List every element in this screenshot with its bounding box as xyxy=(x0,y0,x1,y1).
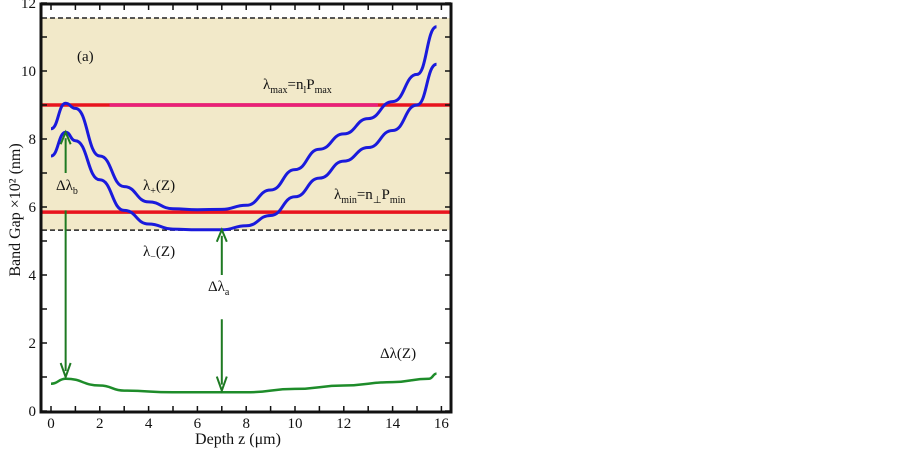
x-tick-label: 12 xyxy=(336,416,351,432)
arrow-up-head xyxy=(215,227,228,243)
x-tick-label: 6 xyxy=(194,416,202,432)
arrow-up-head xyxy=(59,129,72,145)
y-tick-label: 4 xyxy=(29,268,37,284)
x-tick-label: 0 xyxy=(47,416,55,432)
y-axis-label: Band Gap ×10² (nm) xyxy=(7,143,24,276)
x-tick-label: 10 xyxy=(288,416,303,432)
x-tick-label: 4 xyxy=(145,416,153,432)
delta-lambda-a-label: Δλa xyxy=(208,279,230,298)
x-axis-label: Depth z (μm) xyxy=(195,431,281,448)
panel-label: (a) xyxy=(77,49,94,65)
y-tick-label: 6 xyxy=(29,200,37,216)
arrow-down-head xyxy=(215,376,228,394)
band-region xyxy=(42,17,450,231)
y-tick-label: 8 xyxy=(29,132,37,148)
lambda-max-label: λmax=nlPmax xyxy=(263,77,332,96)
series-line xyxy=(50,372,437,394)
x-tick-label: 16 xyxy=(434,416,450,432)
y-tick-label: 0 xyxy=(29,404,37,420)
y-tick-label: 10 xyxy=(21,64,36,80)
x-tick-label: 2 xyxy=(96,416,104,432)
lambda-plus-label: λ+(Z) xyxy=(143,178,175,197)
lambda-min-label: λmin=n⊥Pmin xyxy=(334,187,405,206)
delta-lambda-z-label: Δλ(Z) xyxy=(380,346,416,362)
y-tick-label: 2 xyxy=(29,336,37,352)
delta-lambda-b-label: Δλb xyxy=(56,178,78,197)
x-tick-label: 8 xyxy=(242,416,250,432)
y-tick-label: 12 xyxy=(21,0,36,12)
series-line xyxy=(50,62,438,232)
lambda-minus-label: λ−(Z) xyxy=(143,244,175,263)
series-line xyxy=(50,25,438,212)
x-tick-label: 14 xyxy=(385,416,401,432)
arrow-down-head xyxy=(59,362,72,380)
